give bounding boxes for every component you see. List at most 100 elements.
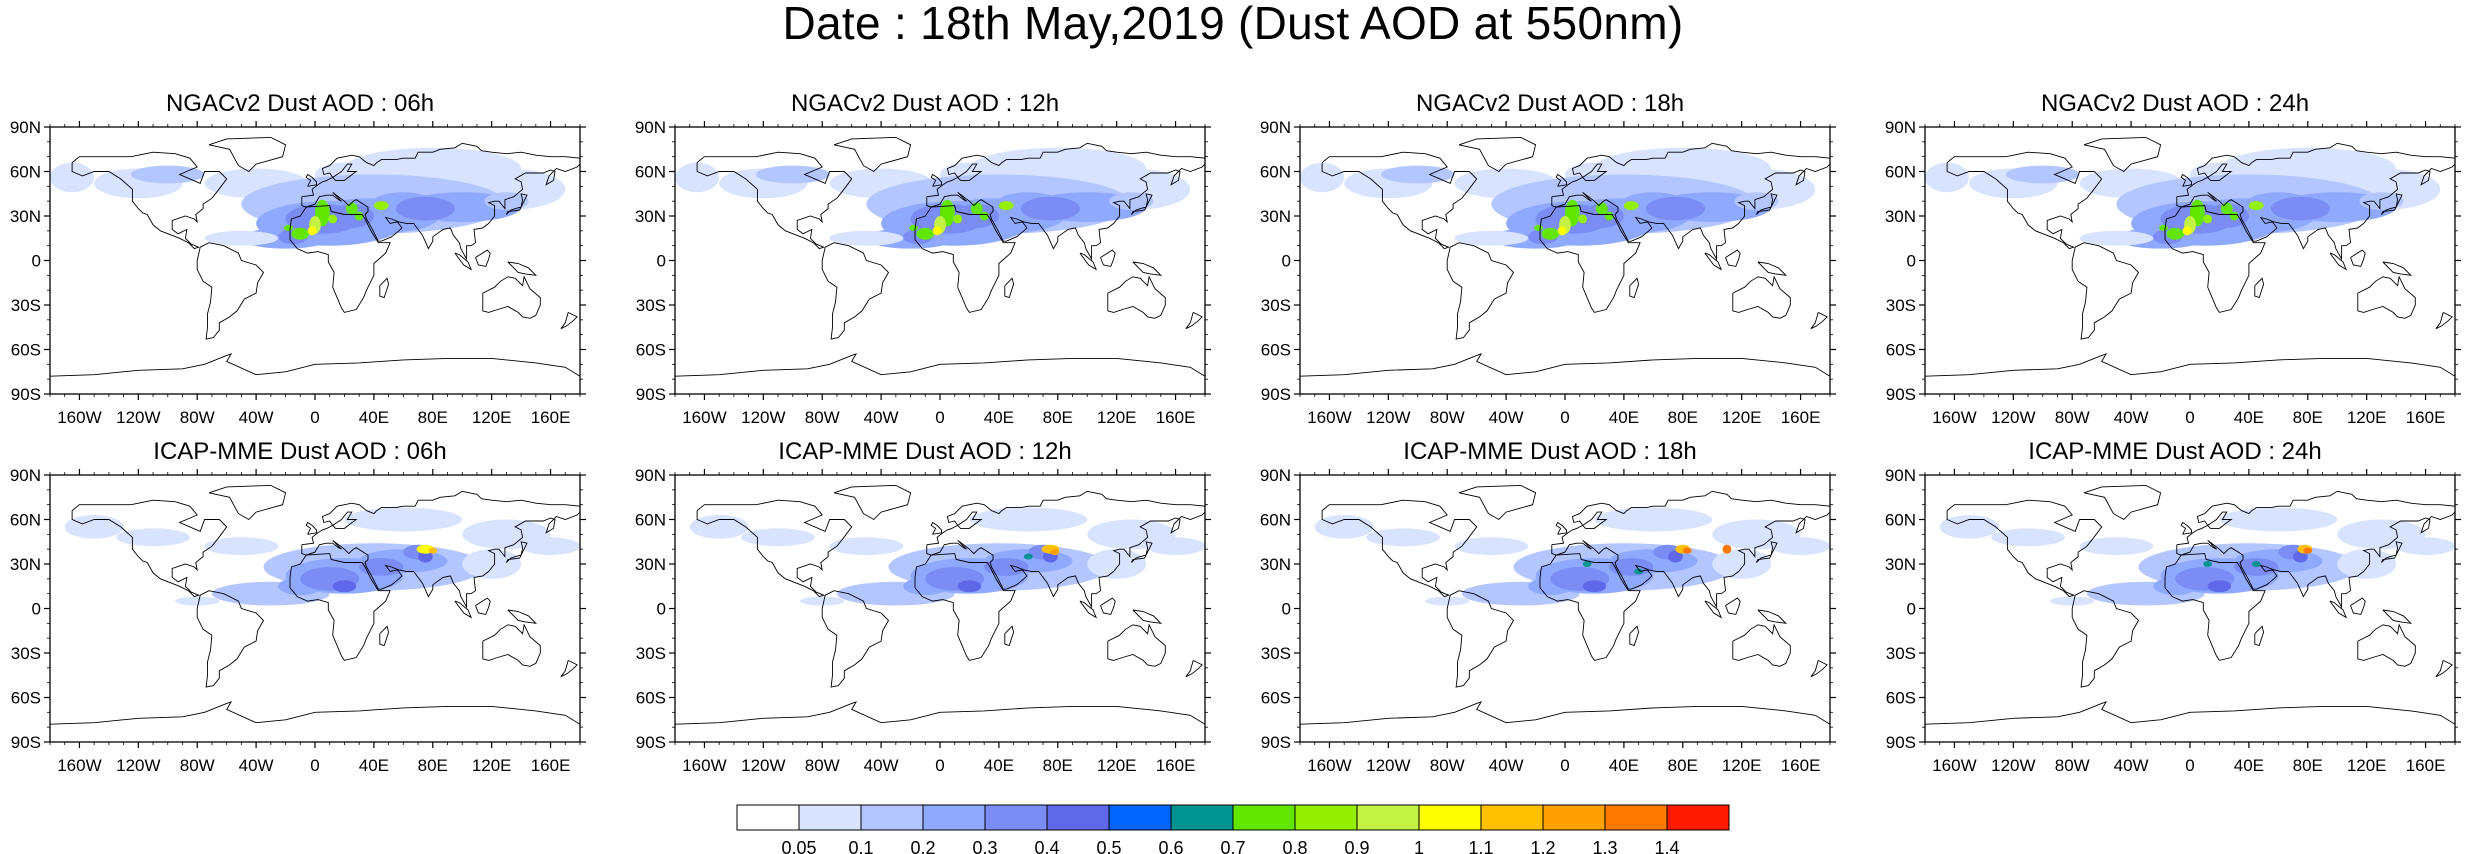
colorbar-swatch xyxy=(1232,804,1296,831)
coastline xyxy=(1446,590,1515,688)
coastline xyxy=(1555,173,1567,187)
lon-tick-label: 40E xyxy=(984,408,1014,427)
aod-cell xyxy=(2203,561,2213,567)
coastline xyxy=(49,353,581,377)
aod-cell xyxy=(484,192,529,211)
lon-tick-label: 160E xyxy=(2406,756,2446,775)
map-background xyxy=(50,475,580,742)
coastline xyxy=(1100,249,1116,267)
colorbar-label: 0.5 xyxy=(1096,838,1121,854)
coastline xyxy=(507,261,538,276)
lat-tick-label: 0 xyxy=(657,600,666,619)
aod-cell xyxy=(2359,192,2404,211)
coastline xyxy=(696,151,853,250)
coastline xyxy=(1185,311,1203,330)
aod-cell xyxy=(428,547,438,554)
aod-cell xyxy=(2293,550,2308,563)
colorbar-label: 1 xyxy=(1414,838,1424,854)
aod-cell xyxy=(800,596,845,606)
coastline xyxy=(1757,609,1788,624)
lon-tick-label: 40E xyxy=(2234,408,2264,427)
lon-tick-label: 80E xyxy=(418,408,448,427)
aod-cell xyxy=(50,162,95,193)
aod-cell xyxy=(1682,547,1692,554)
coastline xyxy=(1810,659,1828,678)
coastline xyxy=(2180,521,2192,535)
lat-tick-label: 30N xyxy=(635,555,666,574)
colorbar-label: 0.3 xyxy=(972,838,997,854)
coastline xyxy=(2435,311,2453,330)
map-plot: 90N 60N 30N 0 30S 60S 90S 160W 120W 80W 40W 0 40E 80E… xyxy=(10,466,586,775)
coastline xyxy=(454,252,473,271)
colorbar-swatch xyxy=(1108,804,1172,831)
coastlines xyxy=(1924,136,2456,377)
aod-cell xyxy=(1578,214,1588,224)
aod-cell xyxy=(2219,507,2338,532)
coastline xyxy=(71,151,228,250)
aod-cell xyxy=(284,224,293,231)
coastline xyxy=(2207,511,2233,529)
lon-tick-label: 120W xyxy=(116,756,160,775)
aod-cell xyxy=(521,537,580,556)
coastline xyxy=(1458,136,1537,173)
coastline xyxy=(505,193,528,215)
aod-cell xyxy=(829,537,904,556)
coastline xyxy=(1299,701,1831,725)
lat-tick-label: 60N xyxy=(1885,163,1916,182)
coastline xyxy=(2357,275,2416,319)
map-plot: 90N 60N 30N 0 30S 60S 90S 160W 120W 80W 40W 0 40E 80E… xyxy=(1885,466,2461,775)
aod-cell xyxy=(1314,515,1374,539)
colorbar-swatch xyxy=(1356,804,1420,831)
coastline xyxy=(2380,541,2403,563)
lat-tick-label: 90S xyxy=(636,733,666,752)
lon-tick-label: 120W xyxy=(741,408,785,427)
coastline xyxy=(2164,553,2266,661)
colorbar-swatch xyxy=(984,804,1048,831)
lat-tick-label: 60S xyxy=(636,341,666,360)
lat-tick-label: 30S xyxy=(636,644,666,663)
lon-tick-label: 120E xyxy=(472,756,512,775)
aod-cell xyxy=(204,230,279,246)
map-plot: 90N 60N 30N 0 30S 60S 90S 160W 120W 80W 40W 0 40E 80E… xyxy=(635,466,1211,775)
aod-cell xyxy=(741,528,815,547)
panel-title: NGACv2 Dust AOD : 18h xyxy=(1415,90,1685,117)
aod-cell xyxy=(1425,596,1470,606)
lon-tick-label: 160W xyxy=(57,408,101,427)
map-plot: 90N 60N 30N 0 30S 60S 90S 160W 120W 80W 40W 0 40E 80E… xyxy=(1260,466,1836,775)
lon-tick-label: 120W xyxy=(1366,756,1410,775)
aod-cell xyxy=(395,196,455,221)
lat-tick-label: 60N xyxy=(10,511,41,530)
lon-tick-label: 80W xyxy=(180,756,215,775)
lat-tick-label: 60S xyxy=(1886,689,1916,708)
coastline xyxy=(2176,490,2456,609)
lat-tick-label: 30S xyxy=(1886,296,1916,315)
dust-field xyxy=(1300,147,1816,249)
coastline xyxy=(833,484,912,521)
coastline xyxy=(957,163,983,181)
aod-cell xyxy=(1146,537,1205,556)
coastline xyxy=(674,353,1206,377)
panel-title: ICAP-MME Dust AOD : 24h xyxy=(2028,438,2322,465)
lat-tick-label: 30N xyxy=(1260,207,1291,226)
lon-tick-label: 160E xyxy=(2406,408,2446,427)
lat-tick-label: 90N xyxy=(1885,466,1916,485)
coastline xyxy=(1079,600,1098,619)
colorbar-label: 1.1 xyxy=(1468,838,1493,854)
lon-tick-label: 40E xyxy=(1609,408,1639,427)
aod-cell xyxy=(1020,196,1080,221)
lon-tick-label: 120E xyxy=(1722,756,1762,775)
lon-tick-label: 40E xyxy=(359,756,389,775)
aod-cell xyxy=(291,227,310,240)
colorbar-label: 1.2 xyxy=(1530,838,1555,854)
coastline xyxy=(2254,625,2265,647)
coastline xyxy=(560,311,578,330)
coastline xyxy=(1755,541,1778,563)
lon-tick-label: 0 xyxy=(310,408,319,427)
coastline xyxy=(1582,163,1608,181)
aod-cell xyxy=(2159,224,2168,231)
map-plot: 90N 60N 30N 0 30S 60S 90S 160W 120W 80W 40W 0 40E 80E… xyxy=(1260,118,1836,427)
coastline xyxy=(1079,252,1098,271)
map-plot: 90N 60N 30N 0 30S 60S 90S 160W 120W 80W 40W 0 40E 80E… xyxy=(635,118,1211,427)
lon-tick-label: 40W xyxy=(2114,408,2149,427)
aod-cell xyxy=(359,558,404,576)
